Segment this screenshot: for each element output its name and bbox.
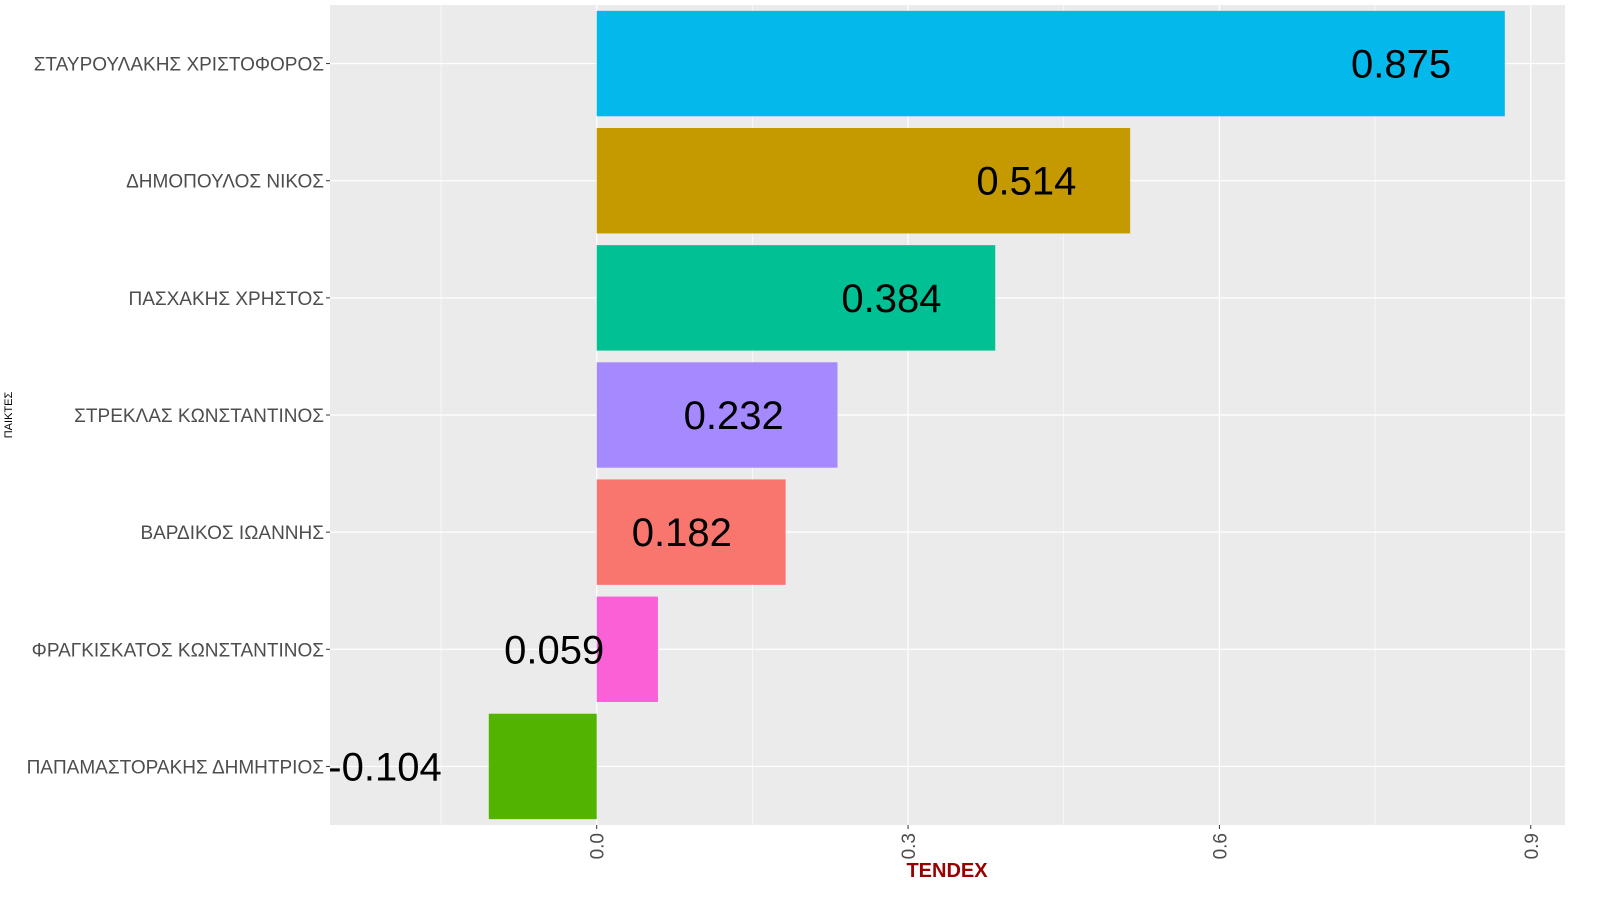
bar (488, 713, 597, 820)
bar (596, 245, 996, 351)
data-label: 0.232 (684, 394, 784, 438)
y-tick-label: ΔΗΜΟΠΟΥΛΟΣ ΝΙΚΟΣ (126, 172, 324, 193)
data-label: 0.514 (976, 160, 1076, 204)
x-tick-label: 0.0 (588, 833, 609, 859)
bar (596, 596, 658, 702)
y-tick-label: ΠΑΣΧΑΚΗΣ ΧΡΗΣΤΟΣ (128, 289, 324, 310)
y-tick-label: ΦΡΑΓΚΙΣΚΑΤΟΣ ΚΩΝΣΤΑΝΤΙΝΟΣ (32, 640, 324, 661)
x-tick-label: 0.9 (1522, 833, 1543, 859)
y-axis: ΣΤΑΥΡΟΥΛΑΚΗΣ ΧΡΙΣΤΟΦΟΡΟΣ ΔΗΜΟΠΟΥΛΟΣ ΝΙΚΟΣ… (27, 55, 330, 778)
bar (596, 128, 1131, 234)
data-label: 0.875 (1351, 43, 1451, 87)
data-label: -0.104 (328, 745, 441, 789)
x-tick-label: 0.3 (899, 833, 920, 859)
y-tick-label: ΒΑΡΔΙΚΟΣ ΙΩΑΝΝΗΣ (140, 523, 324, 544)
y-tick-label: ΠΑΠΑΜΑΣΤΟΡΑΚΗΣ ΔΗΜΗΤΡΙΟΣ (27, 757, 324, 778)
bars (488, 10, 1505, 820)
data-labels: 0.875 0.514 0.384 0.232 0.182 0.059 -0.104 (328, 43, 1451, 790)
bar (596, 362, 838, 468)
data-label: 0.384 (841, 277, 941, 321)
bar (596, 479, 786, 585)
x-axis-title: TENDEX (906, 860, 988, 882)
x-axis: 0.0 0.3 0.6 0.9 (588, 825, 1543, 859)
bar (596, 10, 1505, 117)
x-tick-label: 0.6 (1210, 833, 1231, 859)
data-label: 0.182 (632, 511, 732, 555)
y-axis-title: ΠΑΙΚΤΕΣ (3, 392, 15, 439)
y-tick-label: ΣΤΡΕΚΛΑΣ ΚΩΝΣΤΑΝΤΙΝΟΣ (74, 406, 324, 427)
y-tick-label: ΣΤΑΥΡΟΥΛΑΚΗΣ ΧΡΙΣΤΟΦΟΡΟΣ (34, 55, 324, 76)
data-label: 0.059 (504, 628, 604, 672)
